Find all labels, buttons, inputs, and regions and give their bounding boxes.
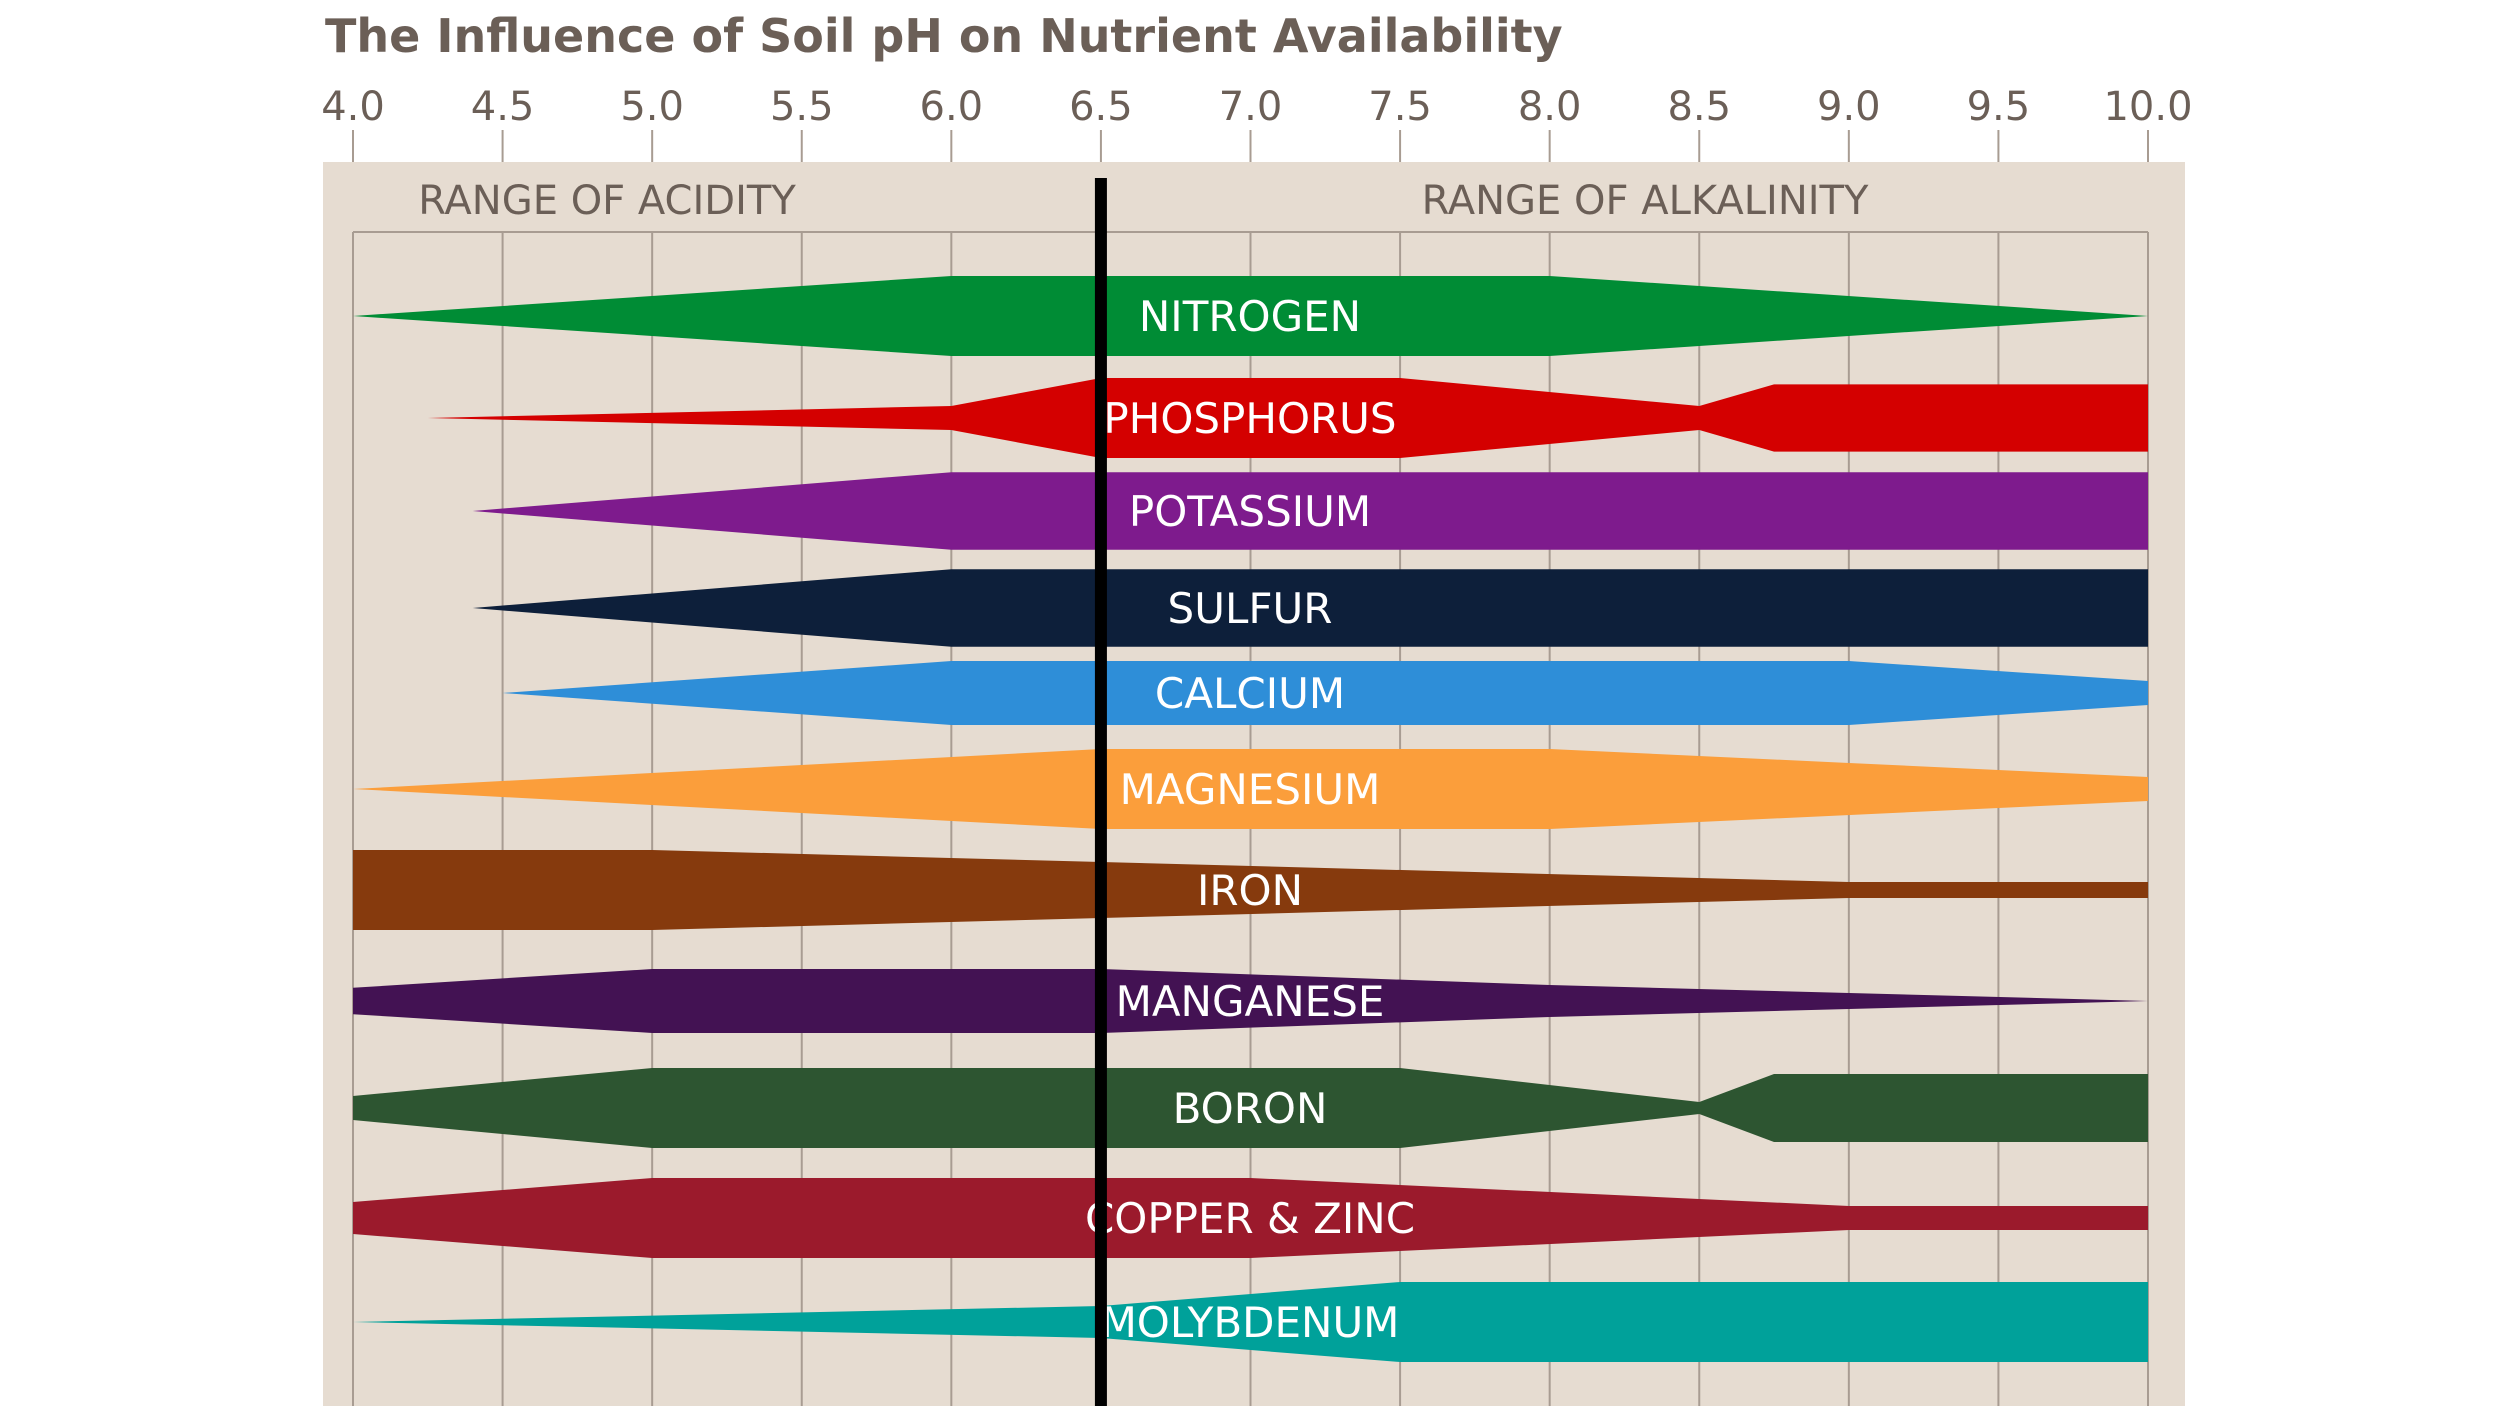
band-sulfur [472, 569, 2149, 647]
x-tick-label-8: 8.0 [1518, 84, 1582, 130]
band-label-nitrogen: NITROGEN [1139, 292, 1361, 341]
x-tick-label-1: 4.5 [471, 84, 535, 130]
band-calcium [502, 661, 2149, 725]
band-manganese [353, 969, 2148, 1033]
band-label-phosphorus: PHOSPHORUS [1103, 394, 1396, 443]
x-tick-label-3: 5.5 [770, 84, 834, 130]
acidity-range-label: RANGE OF ACIDITY [418, 178, 796, 224]
band-label-calcium: CALCIUM [1155, 669, 1345, 718]
band-molybdenum [353, 1282, 2148, 1362]
x-tick-label-0: 4.0 [321, 84, 385, 130]
x-tick-label-9: 8.5 [1667, 84, 1731, 130]
band-label-potassium: POTASSIUM [1129, 487, 1371, 536]
band-label-molybdenum: MOLYBDENUM [1101, 1298, 1400, 1347]
band-label-sulfur: SULFUR [1168, 584, 1333, 633]
band-label-manganese: MANGANESE [1116, 977, 1385, 1026]
x-tick-label-6: 7.0 [1219, 84, 1283, 130]
band-label-copper-zinc: COPPER & ZINC [1085, 1194, 1415, 1243]
band-boron [353, 1068, 2148, 1148]
band-label-iron: IRON [1197, 866, 1303, 915]
alkalinity-range-label: RANGE OF ALKALINITY [1422, 178, 1869, 224]
band-potassium [472, 472, 2149, 550]
band-phosphorus [427, 378, 2148, 458]
chart-title: The Influence of Soil pH on Nutrient Ava… [325, 9, 1563, 63]
band-magnesium [353, 749, 2148, 829]
x-tick-label-4: 6.0 [920, 84, 984, 130]
band-nitrogen [353, 276, 2148, 356]
band-copper-zinc [353, 1178, 2148, 1258]
x-tick-label-7: 7.5 [1368, 84, 1432, 130]
x-tick-label-12: 10.0 [2103, 84, 2192, 130]
band-label-magnesium: MAGNESIUM [1120, 765, 1381, 814]
x-tick-label-10: 9.0 [1817, 84, 1881, 130]
nutrient-bands: NITROGEN PHOSPHORUS POTASSIUM SULFUR CALCIUM… [353, 276, 2149, 1362]
band-label-boron: BORON [1173, 1084, 1328, 1133]
x-tick-label-2: 5.0 [620, 84, 684, 130]
band-iron [353, 850, 2148, 930]
x-tick-label-11: 9.5 [1967, 84, 2031, 130]
x-axis-ticks: 4.0 4.5 5.0 5.5 6.0 6.5 7.0 7.5 8.0 8.5 9.0 9.5 10.0 [321, 84, 2193, 162]
x-tick-label-5: 6.5 [1069, 84, 1133, 130]
